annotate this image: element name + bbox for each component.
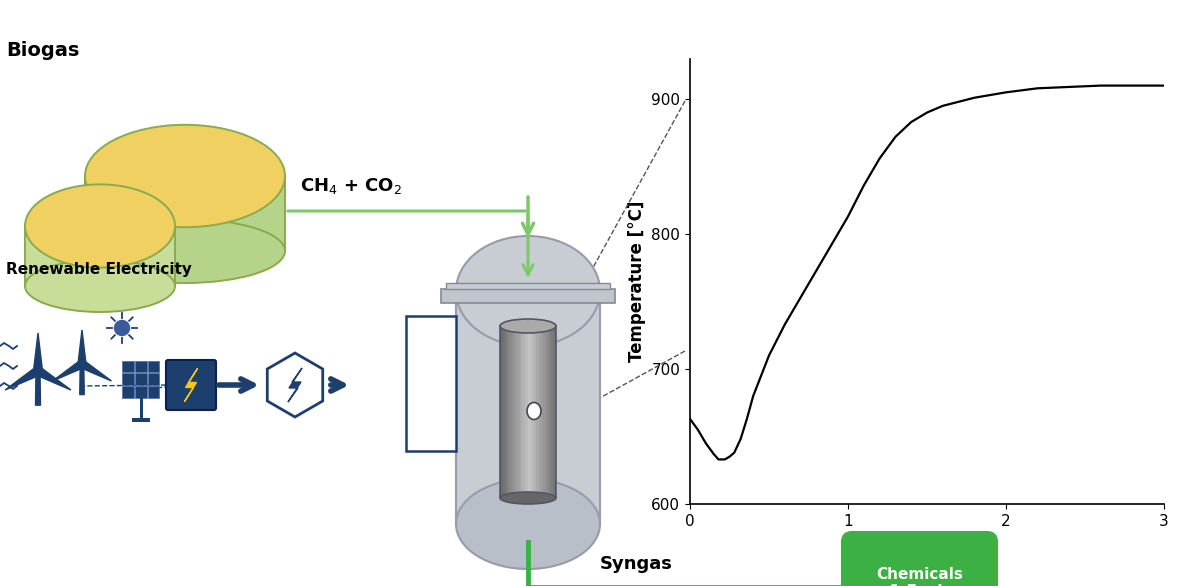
Bar bbox=[122, 360, 134, 372]
Text: Renewable Electricity: Renewable Electricity bbox=[6, 262, 192, 277]
Circle shape bbox=[114, 321, 130, 336]
Bar bbox=[553, 326, 557, 498]
Bar bbox=[539, 326, 542, 498]
Bar bbox=[136, 373, 146, 385]
Polygon shape bbox=[185, 369, 198, 401]
Bar bbox=[520, 326, 523, 498]
Polygon shape bbox=[456, 291, 600, 524]
Polygon shape bbox=[34, 333, 42, 371]
Polygon shape bbox=[36, 371, 41, 405]
Ellipse shape bbox=[85, 125, 286, 227]
Polygon shape bbox=[80, 360, 112, 381]
Bar bbox=[542, 326, 545, 498]
Text: CH$_4$ + CO$_2$: CH$_4$ + CO$_2$ bbox=[300, 176, 402, 196]
Bar bbox=[545, 326, 548, 498]
Bar bbox=[406, 316, 456, 451]
Ellipse shape bbox=[85, 219, 286, 283]
FancyBboxPatch shape bbox=[842, 532, 997, 586]
Bar bbox=[528, 326, 530, 498]
X-axis label: Time [h]: Time [h] bbox=[888, 534, 966, 552]
Bar bbox=[517, 326, 520, 498]
Circle shape bbox=[34, 367, 42, 375]
Bar bbox=[132, 418, 150, 422]
Bar bbox=[509, 326, 511, 498]
Bar bbox=[511, 326, 515, 498]
Polygon shape bbox=[79, 364, 84, 394]
Bar bbox=[551, 326, 553, 498]
Bar bbox=[139, 398, 143, 420]
Bar bbox=[534, 326, 536, 498]
Polygon shape bbox=[5, 367, 41, 390]
Ellipse shape bbox=[25, 185, 175, 268]
Bar bbox=[442, 289, 616, 303]
Polygon shape bbox=[268, 353, 323, 417]
Polygon shape bbox=[36, 367, 71, 390]
Bar bbox=[148, 373, 160, 385]
Bar bbox=[148, 360, 160, 372]
Text: Biogas: Biogas bbox=[6, 41, 79, 60]
Ellipse shape bbox=[500, 492, 556, 504]
Polygon shape bbox=[288, 368, 302, 402]
Bar bbox=[526, 326, 528, 498]
Bar bbox=[148, 386, 160, 397]
Text: Chemicals
& Fuels: Chemicals & Fuels bbox=[876, 567, 962, 586]
Ellipse shape bbox=[500, 319, 556, 333]
Y-axis label: Temperature [°C]: Temperature [°C] bbox=[628, 200, 646, 362]
Bar bbox=[136, 386, 146, 397]
Polygon shape bbox=[78, 330, 86, 364]
Bar bbox=[122, 373, 134, 385]
Bar bbox=[514, 326, 517, 498]
Bar bbox=[547, 326, 551, 498]
FancyBboxPatch shape bbox=[166, 360, 216, 410]
Ellipse shape bbox=[25, 260, 175, 312]
Text: Syngas: Syngas bbox=[600, 555, 673, 573]
Bar bbox=[530, 326, 534, 498]
Bar bbox=[122, 386, 134, 397]
Bar bbox=[500, 326, 503, 498]
Ellipse shape bbox=[456, 236, 600, 346]
Polygon shape bbox=[25, 226, 175, 286]
Bar bbox=[136, 360, 146, 372]
Bar bbox=[446, 283, 610, 289]
Ellipse shape bbox=[456, 479, 600, 569]
Polygon shape bbox=[53, 360, 84, 381]
Circle shape bbox=[78, 360, 85, 367]
Bar bbox=[522, 326, 526, 498]
Bar bbox=[536, 326, 540, 498]
Ellipse shape bbox=[527, 403, 541, 420]
Polygon shape bbox=[85, 176, 286, 251]
Bar bbox=[505, 326, 509, 498]
Bar bbox=[503, 326, 506, 498]
